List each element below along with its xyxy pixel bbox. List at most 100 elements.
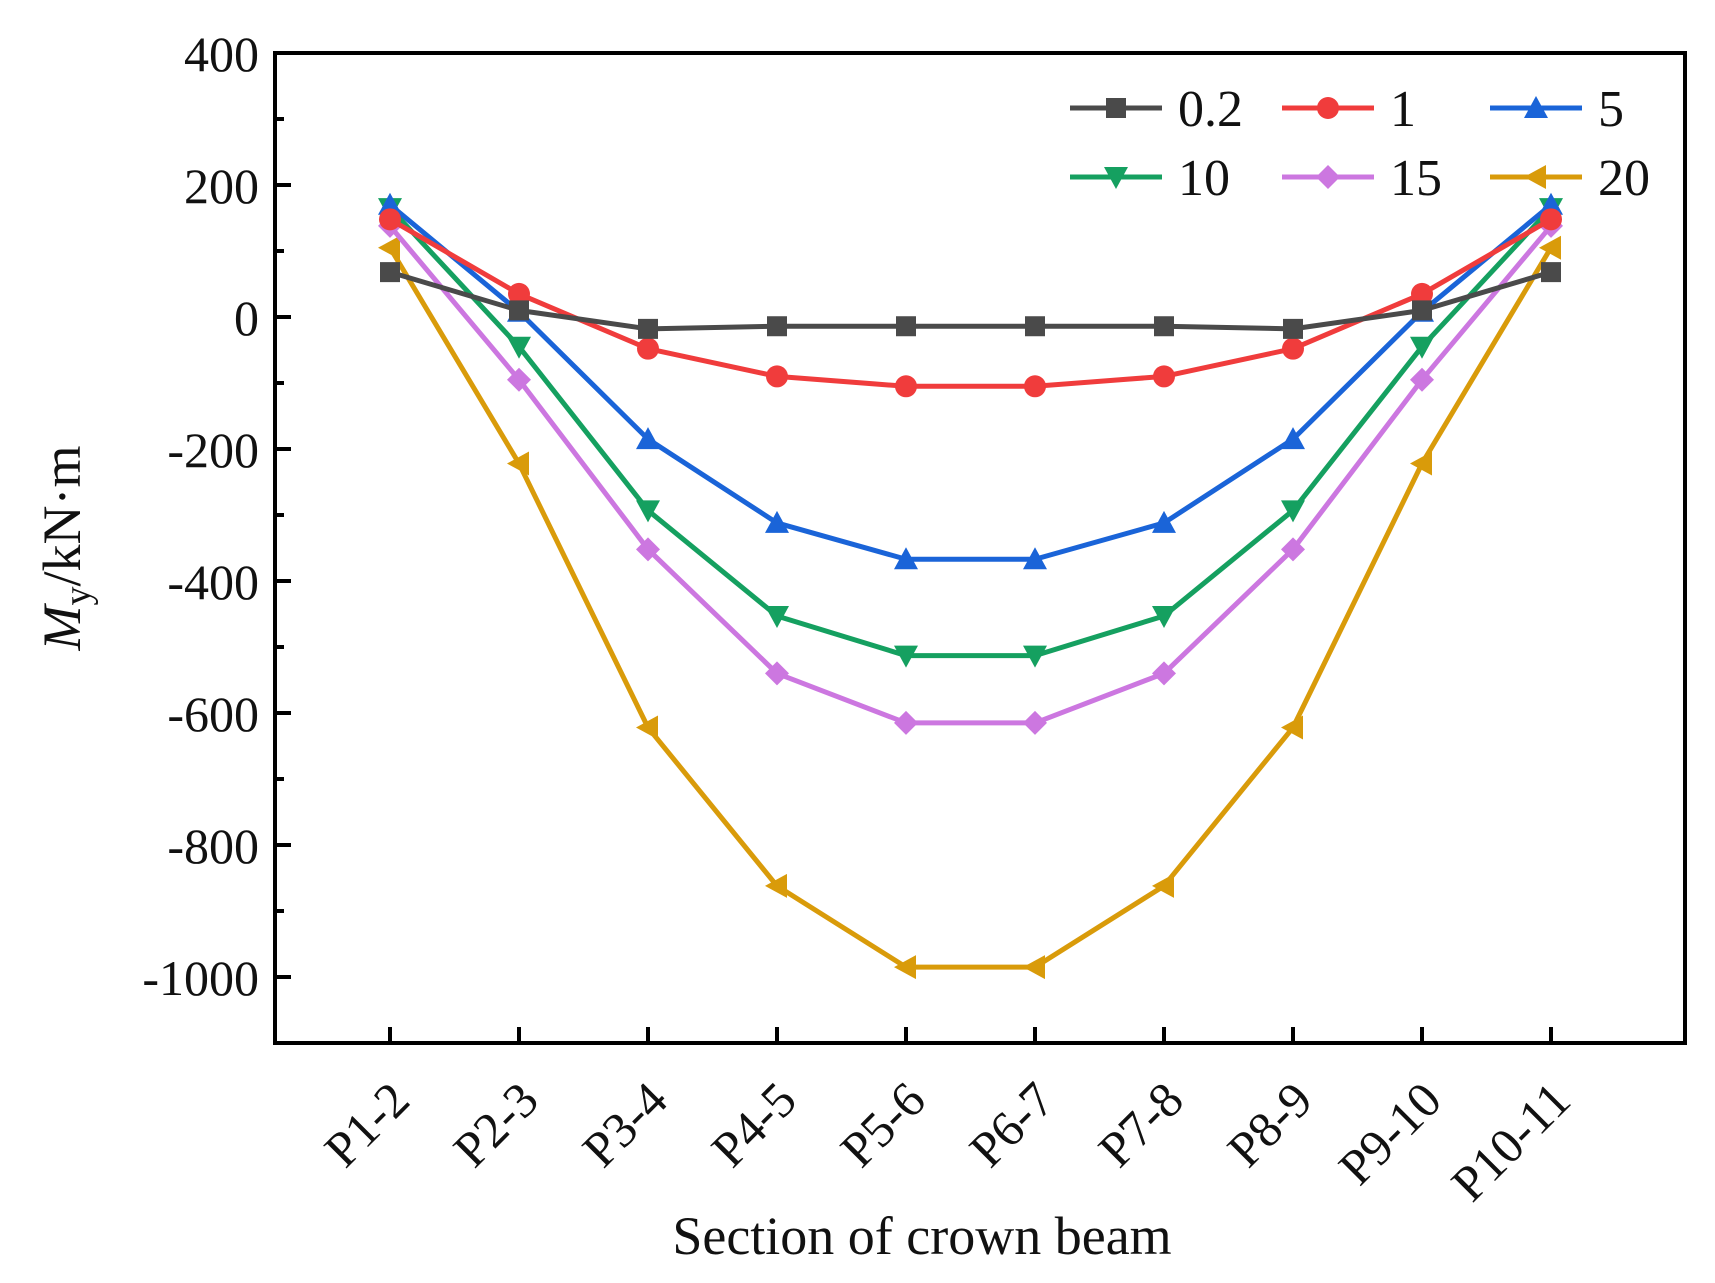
- legend-label: 0.2: [1178, 81, 1243, 138]
- data-point: [378, 192, 402, 215]
- data-point: [509, 300, 529, 321]
- x-tick-label: P8-9: [1216, 1071, 1322, 1177]
- y-tick-label: 0: [234, 290, 259, 346]
- y-axis-label-sub: y: [57, 587, 99, 606]
- x-tick-label: P2-3: [442, 1071, 548, 1177]
- legend-swatch-marker: [1524, 165, 1546, 189]
- x-tick-label: P5-6: [829, 1071, 935, 1177]
- data-point: [1023, 710, 1047, 735]
- y-axis-label: My/kN·m: [32, 446, 99, 652]
- series-line: [388, 224, 1553, 726]
- y-tick-label: 400: [184, 26, 259, 82]
- series-0.2: [380, 262, 1561, 339]
- legend-item: 1: [1282, 81, 1416, 138]
- data-point: [636, 500, 660, 523]
- data-point: [894, 645, 918, 668]
- data-point: [765, 873, 787, 898]
- legend-label: 1: [1390, 81, 1416, 138]
- y-tick-label: -800: [167, 818, 259, 874]
- data-point: [1281, 715, 1303, 740]
- data-point: [1540, 208, 1562, 231]
- data-point: [1154, 316, 1174, 337]
- legend-item: 5: [1490, 81, 1624, 138]
- series-1: [379, 208, 1562, 398]
- x-axis: P1-2 P2-3 P3-4 P4-5 P5-6 P6-7 P7-8 P8-9 P9-10P10…: [313, 1027, 1581, 1212]
- data-point: [378, 235, 400, 260]
- y-tick-label: -1000: [142, 950, 259, 1006]
- series-line: [388, 206, 1553, 659]
- legend-label: 20: [1598, 150, 1650, 207]
- data-point: [1281, 537, 1305, 562]
- x-tick-label: P7-8: [1087, 1071, 1193, 1177]
- data-point: [1025, 316, 1045, 337]
- series-20: [378, 235, 1561, 980]
- data-point: [507, 336, 531, 359]
- data-point: [1412, 300, 1432, 321]
- data-point: [1024, 375, 1046, 398]
- data-point: [1539, 235, 1561, 260]
- data-point: [1152, 510, 1176, 533]
- data-point: [1282, 337, 1304, 360]
- data-point: [767, 316, 787, 337]
- data-point: [1153, 365, 1175, 388]
- data-point: [637, 337, 659, 360]
- data-point: [765, 605, 789, 628]
- data-point: [1023, 645, 1047, 668]
- data-point: [1152, 605, 1176, 628]
- data-point: [765, 510, 789, 533]
- data-point: [508, 282, 530, 305]
- legend-swatch-marker: [1317, 97, 1339, 119]
- data-point: [1023, 955, 1045, 980]
- legend-item: 10: [1070, 150, 1230, 207]
- series-line: [388, 202, 1553, 562]
- data-point: [1152, 873, 1174, 898]
- legend-swatch-marker: [1104, 167, 1128, 189]
- x-tick-label: P3-4: [571, 1071, 677, 1177]
- data-point: [894, 547, 918, 570]
- y-tick-label: -600: [167, 686, 259, 742]
- series-line: [389, 269, 1552, 332]
- legend-item: 0.2: [1070, 81, 1243, 138]
- plot-frame: [273, 51, 1687, 1045]
- series-5: [378, 192, 1563, 570]
- data-point: [638, 318, 658, 339]
- x-tick-label: P4-5: [700, 1071, 806, 1177]
- data-point: [1410, 336, 1434, 359]
- data-point: [894, 710, 918, 735]
- data-point: [1281, 500, 1305, 523]
- data-point: [896, 316, 916, 337]
- y-axis-label-main: M: [32, 602, 92, 651]
- x-tick-label: P9-10: [1328, 1071, 1452, 1195]
- data-point: [1281, 427, 1305, 450]
- data-point: [765, 661, 789, 686]
- y-axis-label-unit: /kN·m: [32, 446, 92, 587]
- data-point: [507, 367, 531, 392]
- series-layer: [378, 192, 1563, 980]
- series-line: [387, 246, 1554, 970]
- x-tick-label: P6-7: [958, 1071, 1064, 1177]
- data-point: [1152, 661, 1176, 686]
- series-10: [378, 198, 1563, 668]
- data-point: [895, 375, 917, 398]
- x-axis-label: Section of crown beam: [672, 1206, 1171, 1266]
- data-point: [894, 955, 916, 980]
- y-tick-label: -200: [167, 422, 259, 478]
- data-point: [1539, 192, 1563, 215]
- legend-swatch-marker: [1106, 98, 1126, 118]
- data-point: [1410, 451, 1432, 476]
- legend: 0.2 1 510 15 20: [1070, 81, 1650, 207]
- data-point: [636, 537, 660, 562]
- data-point: [1541, 262, 1561, 283]
- legend-label: 5: [1598, 81, 1624, 138]
- legend-label: 10: [1178, 150, 1230, 207]
- data-point: [1410, 367, 1434, 392]
- data-point: [507, 451, 529, 476]
- x-tick-label: P1-2: [313, 1071, 419, 1177]
- legend-swatch-marker: [1316, 165, 1340, 189]
- data-point: [636, 715, 658, 740]
- x-tick-label: P10-11: [1440, 1071, 1580, 1211]
- data-point: [1411, 282, 1433, 305]
- legend-label: 15: [1390, 150, 1442, 207]
- data-point: [766, 365, 788, 388]
